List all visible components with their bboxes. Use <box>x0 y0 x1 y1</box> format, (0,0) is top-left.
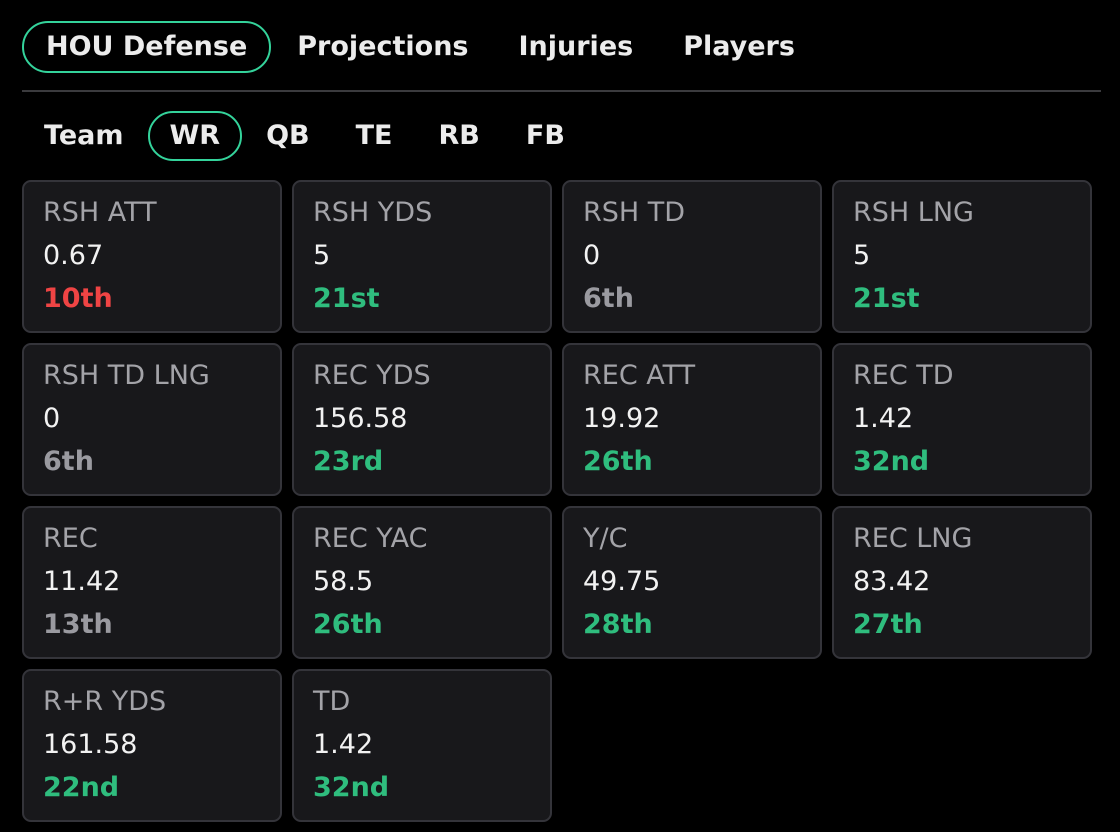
stat-label: RSH ATT <box>43 197 157 228</box>
stat-value: 161.58 <box>43 729 138 760</box>
stat-value: 83.42 <box>853 566 931 597</box>
stat-label: REC <box>43 523 98 554</box>
stat-card: RSH ATT 0.67 10th <box>22 180 282 333</box>
stat-label: REC LNG <box>853 523 973 554</box>
position-filter-tabs: Team WR QB TE RB FB <box>22 111 589 161</box>
stat-rank: 28th <box>583 609 653 640</box>
position-tab-team[interactable]: Team <box>44 120 124 151</box>
position-tab-fb[interactable]: FB <box>525 120 565 151</box>
tab-projections[interactable]: Projections <box>297 31 469 62</box>
stat-card: REC YDS 156.58 23rd <box>292 343 552 496</box>
section-divider <box>22 90 1101 92</box>
stat-card: TD 1.42 32nd <box>292 669 552 822</box>
stat-card: REC ATT 19.92 26th <box>562 343 822 496</box>
stat-rank: 21st <box>853 283 920 314</box>
stat-rank: 6th <box>583 283 634 314</box>
stat-label: R+R YDS <box>43 686 167 717</box>
stat-rank: 10th <box>43 283 113 314</box>
stat-card: RSH LNG 5 21st <box>832 180 1092 333</box>
stat-rank: 21st <box>313 283 380 314</box>
stat-label: TD <box>313 686 351 717</box>
stat-card: REC YAC 58.5 26th <box>292 506 552 659</box>
position-tab-rb[interactable]: RB <box>438 120 480 151</box>
stat-label: REC ATT <box>583 360 696 391</box>
stat-card: RSH YDS 5 21st <box>292 180 552 333</box>
stat-value: 0.67 <box>43 240 104 271</box>
stat-label: REC YDS <box>313 360 431 391</box>
tab-hou-defense[interactable]: HOU Defense <box>22 21 272 73</box>
stat-value: 156.58 <box>313 403 408 434</box>
stat-label: RSH TD <box>583 197 686 228</box>
stat-value: 19.92 <box>583 403 661 434</box>
tab-players[interactable]: Players <box>683 31 795 62</box>
tab-injuries[interactable]: Injuries <box>518 31 634 62</box>
stat-value: 58.5 <box>313 566 374 597</box>
defense-section-tabs: HOU Defense Projections Injuries Players <box>22 21 821 73</box>
stat-value: 1.42 <box>313 729 374 760</box>
stat-card: R+R YDS 161.58 22nd <box>22 669 282 822</box>
stat-card: RSH TD 0 6th <box>562 180 822 333</box>
stat-value: 0 <box>43 403 61 434</box>
stat-rank: 26th <box>313 609 383 640</box>
stat-card: REC TD 1.42 32nd <box>832 343 1092 496</box>
stat-rank: 32nd <box>853 446 930 477</box>
stat-value: 0 <box>583 240 601 271</box>
stat-rank: 32nd <box>313 772 390 803</box>
stat-rank: 13th <box>43 609 113 640</box>
stat-card: REC 11.42 13th <box>22 506 282 659</box>
stat-label: RSH LNG <box>853 197 974 228</box>
stat-rank: 23rd <box>313 446 384 477</box>
stat-rank: 27th <box>853 609 923 640</box>
stat-card: RSH TD LNG 0 6th <box>22 343 282 496</box>
stat-label: Y/C <box>583 523 628 554</box>
stat-rank: 22nd <box>43 772 120 803</box>
stat-rank: 26th <box>583 446 653 477</box>
stat-label: REC YAC <box>313 523 428 554</box>
stat-label: RSH TD LNG <box>43 360 210 391</box>
position-tab-qb[interactable]: QB <box>266 120 310 151</box>
stat-card: Y/C 49.75 28th <box>562 506 822 659</box>
stat-value: 49.75 <box>583 566 661 597</box>
stat-card-grid: RSH ATT 0.67 10th RSH YDS 5 21st RSH TD … <box>22 180 1092 822</box>
stat-value: 1.42 <box>853 403 914 434</box>
position-tab-te[interactable]: TE <box>355 120 393 151</box>
stat-card: REC LNG 83.42 27th <box>832 506 1092 659</box>
position-tab-wr[interactable]: WR <box>147 111 243 161</box>
stat-value: 5 <box>313 240 331 271</box>
stat-label: RSH YDS <box>313 197 433 228</box>
stat-rank: 6th <box>43 446 94 477</box>
stat-value: 5 <box>853 240 871 271</box>
stat-label: REC TD <box>853 360 954 391</box>
stat-value: 11.42 <box>43 566 121 597</box>
